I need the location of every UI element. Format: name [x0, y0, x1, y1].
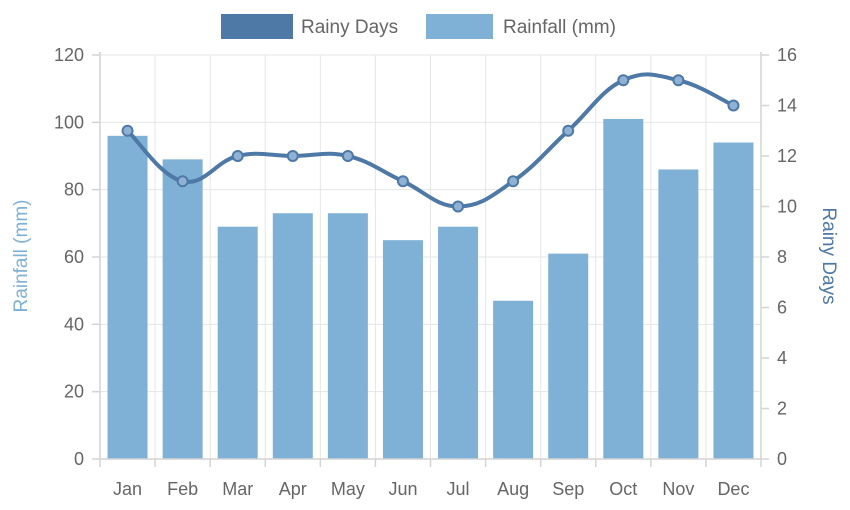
point-aug[interactable] [507, 175, 520, 188]
tick-labels: 0 20 40 60 80 100 120 0 2 4 6 8 10 12 14 16 Jan Feb Mar Apr… [54, 45, 797, 499]
point-dec[interactable] [727, 99, 740, 112]
x-tick-label-oct: Oct [609, 479, 637, 499]
y-axis-right-title: Rainy Days [818, 207, 839, 304]
y-left-tick-label: 0 [74, 449, 84, 469]
x-tick-label-jun: Jun [388, 479, 417, 499]
axes [92, 52, 769, 467]
legend: Rainy Days Rainfall (mm) [221, 14, 616, 39]
y-right-tick-label: 12 [777, 146, 797, 166]
x-tick-label-mar: Mar [222, 479, 253, 499]
y-right-tick-label: 6 [777, 298, 787, 318]
point-apr[interactable] [286, 150, 299, 162]
point-jan[interactable] [121, 124, 134, 137]
y-left-tick-label: 60 [64, 247, 84, 267]
bar-aug[interactable] [493, 300, 534, 459]
bar-feb[interactable] [162, 159, 203, 459]
y-right-tick-label: 2 [777, 399, 787, 419]
legend-label-rainfall[interactable]: Rainfall (mm) [503, 17, 616, 38]
bar-sep[interactable] [548, 253, 589, 459]
bar-jul[interactable] [438, 226, 479, 459]
legend-swatch-rainy-days[interactable] [221, 14, 293, 39]
bar-dec[interactable] [713, 142, 754, 460]
y-right-tick-label: 16 [777, 45, 797, 65]
x-tick-label-jan: Jan [113, 479, 142, 499]
bar-jun[interactable] [382, 240, 423, 459]
y-right-tick-label: 4 [777, 348, 787, 368]
y-right-tick-label: 8 [777, 247, 787, 267]
y-left-tick-label: 100 [54, 112, 84, 132]
point-oct[interactable] [617, 74, 630, 87]
point-feb[interactable] [176, 175, 189, 188]
x-tick-label-feb: Feb [167, 479, 198, 499]
point-mar[interactable] [231, 150, 244, 162]
y-axis-left-title: Rainfall (mm) [11, 200, 32, 313]
y-left-tick-label: 80 [64, 180, 84, 200]
y-right-tick-label: 10 [777, 197, 797, 217]
x-tick-label-sep: Sep [552, 479, 584, 499]
bar-jan[interactable] [107, 135, 148, 460]
rainy-days-line [121, 72, 740, 213]
y-left-tick-label: 40 [64, 314, 84, 334]
point-jun[interactable] [396, 175, 409, 188]
x-tick-label-may: May [331, 479, 365, 499]
x-tick-label-nov: Nov [662, 479, 694, 499]
y-left-tick-label: 120 [54, 45, 84, 65]
y-left-tick-label: 20 [64, 382, 84, 402]
grid-lines [100, 54, 761, 459]
bar-oct[interactable] [603, 118, 644, 459]
bar-nov[interactable] [658, 169, 699, 459]
y-right-tick-label: 0 [777, 449, 787, 469]
point-nov[interactable] [672, 74, 685, 87]
bar-may[interactable] [327, 213, 368, 459]
x-tick-label-dec: Dec [717, 479, 749, 499]
y-right-tick-label: 14 [777, 96, 797, 116]
rainfall-bars [107, 118, 754, 460]
legend-label-rainy-days[interactable]: Rainy Days [301, 17, 398, 38]
legend-swatch-rainfall[interactable] [426, 14, 493, 39]
point-may[interactable] [341, 150, 354, 162]
bar-apr[interactable] [272, 213, 313, 459]
x-tick-label-apr: Apr [279, 479, 307, 499]
bar-mar[interactable] [217, 226, 258, 459]
point-jul[interactable] [452, 200, 465, 213]
point-sep[interactable] [562, 124, 575, 137]
x-tick-label-jul: Jul [447, 479, 470, 499]
x-tick-label-aug: Aug [497, 479, 529, 499]
